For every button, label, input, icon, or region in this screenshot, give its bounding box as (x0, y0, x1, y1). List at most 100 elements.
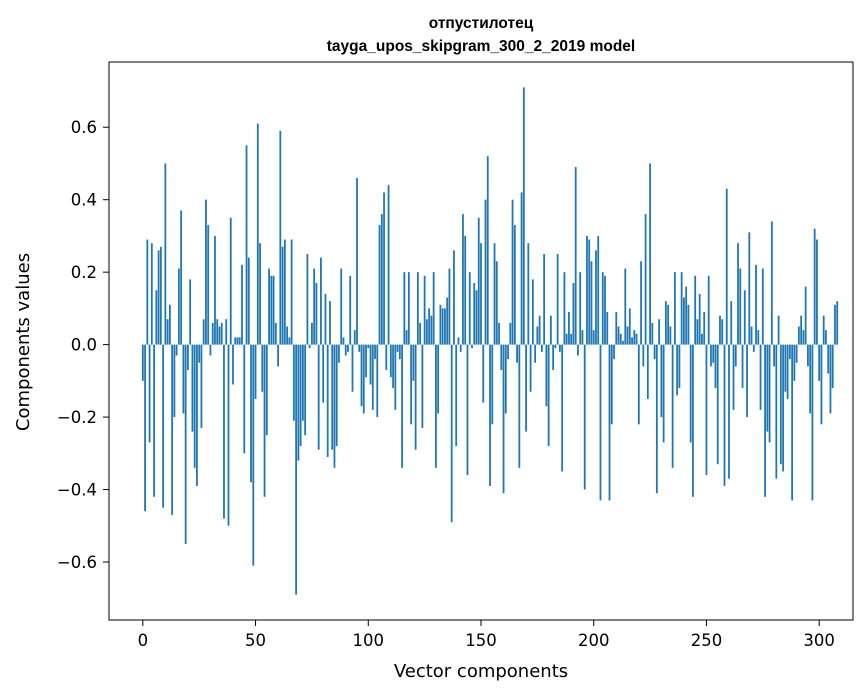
bar (274, 322, 277, 345)
bar (211, 322, 214, 345)
bar (416, 272, 419, 345)
bar (610, 344, 613, 425)
bar (527, 243, 530, 345)
bar (721, 319, 724, 345)
bar (480, 243, 482, 345)
bar (155, 290, 158, 345)
bar (340, 268, 343, 345)
bar (766, 344, 769, 432)
bar (811, 344, 814, 501)
bar (241, 264, 243, 345)
bar (737, 243, 739, 345)
bar (531, 279, 534, 345)
bar (398, 344, 401, 360)
bar (378, 225, 381, 345)
bar (543, 254, 546, 345)
bar (671, 344, 674, 468)
bar (430, 315, 433, 345)
bar (448, 268, 451, 345)
bar (786, 344, 789, 399)
bar (624, 268, 627, 345)
x-tick-label: 0 (138, 631, 149, 650)
bar (807, 344, 809, 367)
bar (784, 344, 787, 392)
bar (637, 344, 640, 425)
bar (685, 286, 688, 345)
bar (658, 319, 661, 345)
bar (613, 344, 615, 360)
bar (371, 344, 374, 410)
bar (168, 304, 171, 345)
bar (421, 344, 424, 428)
bar (529, 344, 532, 392)
y-tick-label: −0.6 (57, 553, 97, 572)
bar (676, 344, 679, 396)
bar (822, 315, 825, 345)
bar (518, 344, 521, 468)
bar (333, 344, 336, 468)
bar (365, 344, 367, 378)
bar (572, 283, 575, 345)
bar (344, 344, 347, 356)
bar (498, 322, 500, 345)
bar (414, 344, 417, 450)
bar (797, 326, 800, 345)
bar (750, 326, 753, 345)
bar (329, 301, 331, 345)
bar (592, 330, 595, 345)
bar (166, 319, 169, 345)
bar (775, 344, 778, 479)
bar (444, 308, 446, 345)
bar (588, 239, 591, 345)
x-tick-label: 50 (245, 631, 266, 650)
bar (782, 344, 785, 472)
x-tick-label: 100 (353, 631, 385, 650)
bar (223, 344, 225, 519)
bar (513, 225, 516, 345)
bar (205, 199, 207, 345)
bar (229, 217, 232, 345)
bar (304, 344, 307, 436)
bar (595, 250, 597, 345)
bar (649, 163, 651, 345)
bar (703, 312, 706, 345)
bar (200, 344, 203, 428)
bar (281, 246, 284, 345)
bar (150, 243, 153, 345)
bar (547, 344, 550, 447)
chart-title-group: отпустилотец tayga_upos_skipgram_300_2_2… (327, 15, 635, 55)
bar (141, 344, 144, 381)
bar (297, 344, 300, 461)
bar (322, 344, 325, 403)
bar (714, 344, 717, 389)
y-axis-label: Components values (13, 253, 34, 431)
y-tick-label: −0.2 (57, 408, 97, 427)
bar (836, 301, 839, 345)
bar (473, 283, 476, 345)
bar (462, 214, 464, 345)
bar (464, 235, 467, 345)
bar (175, 344, 178, 356)
bar (802, 330, 805, 345)
bar (500, 344, 503, 370)
bar (450, 344, 453, 523)
bar (655, 344, 658, 494)
bar (770, 221, 773, 345)
bar (773, 344, 775, 367)
bar (182, 344, 185, 414)
bar (268, 268, 270, 345)
bar (283, 239, 286, 345)
bar (622, 341, 624, 345)
bar (791, 344, 794, 501)
bar (446, 297, 449, 345)
bar (250, 344, 252, 483)
bar (153, 344, 155, 497)
bar (286, 326, 289, 345)
bar (144, 344, 146, 512)
bar (712, 344, 715, 363)
bar (455, 344, 458, 447)
bar (243, 344, 246, 454)
bar (617, 326, 620, 345)
bar (265, 344, 268, 436)
bar (804, 286, 807, 345)
